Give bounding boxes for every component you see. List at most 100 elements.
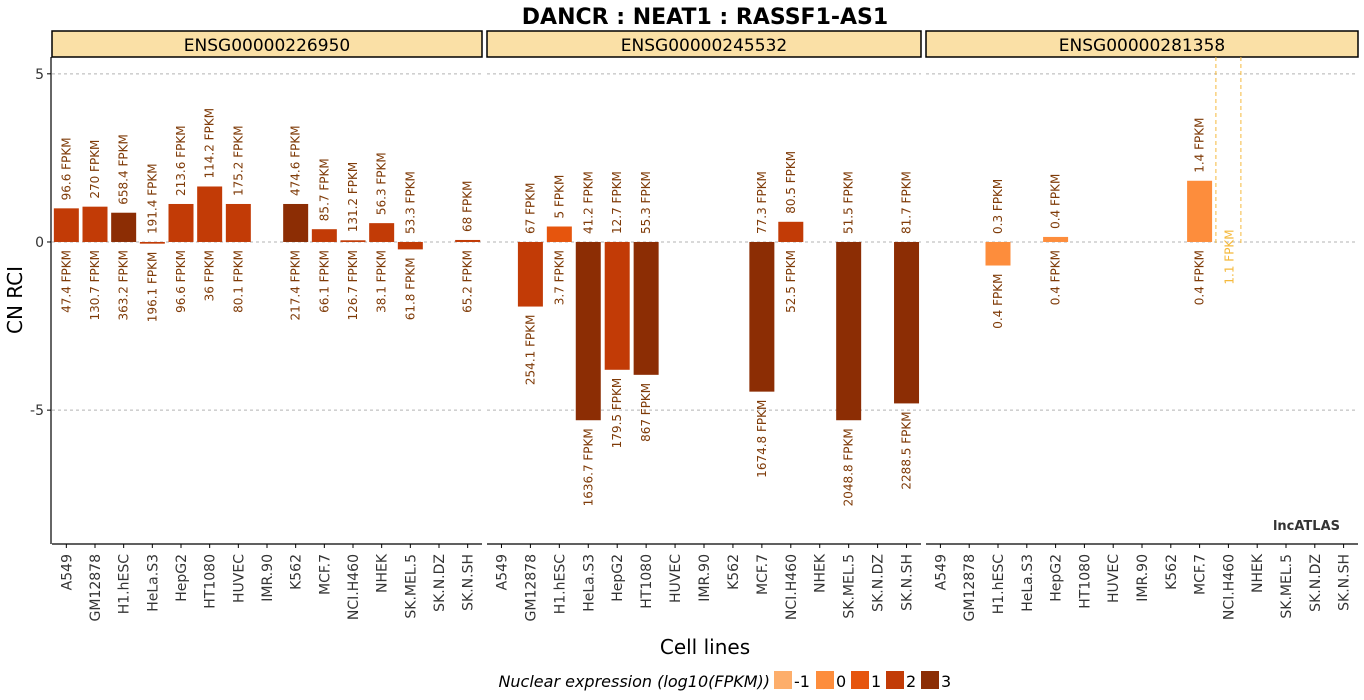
x-tick-label: MCF.7 <box>317 554 333 595</box>
x-tick-label: NHEK <box>813 553 829 593</box>
chart-panels: ENSG00000226950 96.6 FPKM 47.4 FPKM A549 270… <box>30 30 1359 621</box>
x-tick-label: IMR.90 <box>260 554 276 602</box>
cyto-fpkm-label: 77.3 FPKM <box>755 171 769 234</box>
x-tick-label: HUVEC <box>1106 554 1122 603</box>
x-tick-label: SK.N.SH <box>461 554 477 611</box>
x-tick-label: GM12878 <box>523 554 539 621</box>
x-tick-label: HepG2 <box>174 554 190 602</box>
cyto-fpkm-label: 80.5 FPKM <box>784 151 798 214</box>
nuclear-fpkm-label: 217.4 FPKM <box>289 250 303 321</box>
cyto-fpkm-label: 53.3 FPKM <box>403 171 417 234</box>
panel-1: ENSG00000226950 96.6 FPKM 47.4 FPKM A549 270… <box>51 30 483 621</box>
bar <box>455 239 481 242</box>
legend-swatch <box>886 671 904 689</box>
x-tick-label: GM12878 <box>88 554 104 621</box>
bar <box>517 241 543 307</box>
x-tick-label: SK.N.DZ <box>1308 554 1324 612</box>
x-tick-label: SK.MEL.5 <box>842 554 858 619</box>
cyto-fpkm-label: 68 FPKM <box>461 181 475 232</box>
cyto-fpkm-label: 175.2 FPKM <box>231 125 245 196</box>
panel-strip <box>486 30 922 58</box>
bar <box>311 229 337 242</box>
nuclear-fpkm-label: 0.4 FPKM <box>991 274 1005 329</box>
x-tick-label: H1.hESC <box>552 554 568 614</box>
x-tick-label: IMR.90 <box>1135 554 1151 602</box>
bar <box>397 241 423 250</box>
legend-title: Nuclear expression (log10(FPKM)) <box>498 672 770 691</box>
bar <box>894 241 920 404</box>
panel-strip-label: ENSG00000281358 <box>1059 36 1225 56</box>
nuclear-fpkm-label: 2288.5 FPKM <box>900 411 914 489</box>
legend-swatch <box>921 671 939 689</box>
nuclear-fpkm-label: 66.1 FPKM <box>317 250 331 313</box>
nuclear-fpkm-label: 867 FPKM <box>639 383 653 442</box>
x-tick-label: HUVEC <box>668 554 684 603</box>
y-tick-label: 0 <box>35 235 44 251</box>
x-tick-label: NCI.H460 <box>784 554 800 620</box>
bar <box>82 206 108 242</box>
x-tick-label: SK.MEL.5 <box>1279 554 1295 619</box>
bar <box>546 226 572 242</box>
bar <box>139 241 165 244</box>
legend: Nuclear expression (log10(FPKM)) -1 0 1 2 3 <box>498 671 951 691</box>
nuclear-fpkm-label: 1636.7 FPKM <box>581 428 595 506</box>
y-tick-label: 5 <box>35 67 44 83</box>
cyto-fpkm-label: 131.2 FPKM <box>346 162 360 233</box>
panel-2: ENSG00000245532 A549 67 FPKM 254.1 FPKM GM12… <box>486 30 922 621</box>
nuclear-fpkm-label: 52.5 FPKM <box>784 250 798 313</box>
x-tick-label: SK.N.DZ <box>871 554 887 612</box>
panel-3: ENSG00000281358 1.1 FPKM A549 GM12878 0.3 FP… <box>925 30 1359 621</box>
bar <box>369 223 395 242</box>
bar <box>53 208 79 242</box>
dashed-marker-label: 1.1 FPKM <box>1222 229 1236 284</box>
legend-label: 2 <box>906 672 916 691</box>
x-tick-label: SK.N.SH <box>1337 554 1353 611</box>
x-tick-label: A549 <box>59 554 75 590</box>
legend-swatch <box>774 671 792 689</box>
chart-title: DANCR : NEAT1 : RASSF1-AS1 <box>522 5 888 30</box>
x-tick-label: HeLa.S3 <box>145 554 161 612</box>
bar <box>836 241 862 421</box>
x-tick-label: HT1080 <box>639 554 655 609</box>
x-tick-label: HepG2 <box>1049 554 1065 602</box>
cyto-fpkm-label: 114.2 FPKM <box>203 108 217 179</box>
cyto-fpkm-label: 41.2 FPKM <box>581 171 595 234</box>
legend-label: -1 <box>794 672 810 691</box>
x-tick-label: HeLa.S3 <box>1020 554 1036 612</box>
x-tick-label: HUVEC <box>231 554 247 603</box>
x-tick-label: SK.MEL.5 <box>403 554 419 619</box>
nuclear-fpkm-label: 80.1 FPKM <box>231 250 245 313</box>
cyto-fpkm-label: 0.3 FPKM <box>991 179 1005 234</box>
nuclear-fpkm-label: 38.1 FPKM <box>375 250 389 313</box>
nuclear-fpkm-label: 2048.8 FPKM <box>842 428 856 506</box>
bar <box>197 186 223 242</box>
cyto-fpkm-label: 191.4 FPKM <box>145 163 159 234</box>
panel-strip <box>51 30 483 58</box>
lncatlas-watermark: lncATLAS <box>1273 519 1340 534</box>
legend-label: 3 <box>941 672 951 691</box>
cyto-fpkm-label: 270 FPKM <box>88 140 102 199</box>
cyto-fpkm-label: 56.3 FPKM <box>375 152 389 215</box>
nuclear-fpkm-label: 130.7 FPKM <box>88 250 102 321</box>
cyto-fpkm-label: 5 FPKM <box>552 175 566 219</box>
cyto-fpkm-label: 0.4 FPKM <box>1049 174 1063 229</box>
x-tick-label: K562 <box>289 554 305 590</box>
bar <box>633 241 659 375</box>
nuclear-fpkm-label: 3.7 FPKM <box>552 250 566 305</box>
cyto-fpkm-label: 474.6 FPKM <box>289 125 303 196</box>
x-tick-label: H1.hESC <box>117 554 133 614</box>
x-tick-label: HT1080 <box>203 554 219 609</box>
bar <box>225 203 251 242</box>
legend-swatch <box>851 671 869 689</box>
x-tick-label: SK.N.DZ <box>432 554 448 612</box>
x-tick-label: H1.hESC <box>991 554 1007 614</box>
bar <box>575 241 601 421</box>
x-tick-label: IMR.90 <box>697 554 713 602</box>
bar <box>604 241 630 370</box>
nuclear-fpkm-label: 179.5 FPKM <box>610 378 624 449</box>
nuclear-fpkm-label: 47.4 FPKM <box>59 250 73 313</box>
x-tick-label: MCF.7 <box>1193 554 1209 595</box>
bar <box>778 221 804 242</box>
cyto-fpkm-label: 85.7 FPKM <box>317 158 331 221</box>
x-tick-label: A549 <box>494 554 510 590</box>
